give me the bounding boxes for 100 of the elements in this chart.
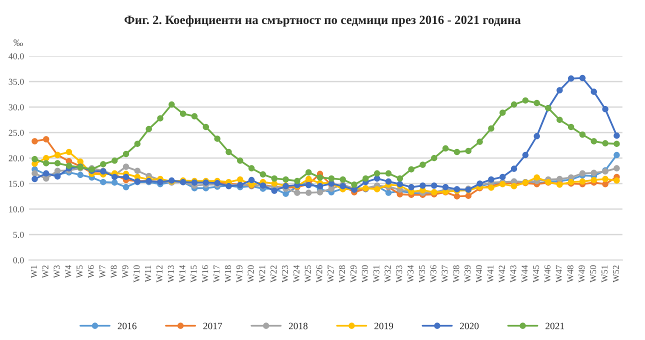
x-tick-label: W30 <box>362 265 368 282</box>
x-tick-label: W14 <box>179 265 186 282</box>
point <box>510 183 518 190</box>
point <box>316 189 324 196</box>
point <box>431 182 438 189</box>
point <box>510 101 518 108</box>
point <box>602 176 608 182</box>
point <box>442 184 449 190</box>
x-tick-label: W7 <box>99 265 106 278</box>
point <box>340 176 346 183</box>
y-tick-label: 5.0 <box>13 232 24 238</box>
point <box>122 150 130 158</box>
x-tick-label: W20 <box>248 265 254 282</box>
point <box>32 138 38 144</box>
point <box>499 174 506 180</box>
point <box>191 113 198 120</box>
y-tick-label: 25.0 <box>8 130 24 136</box>
point <box>408 184 414 190</box>
x-tick-label: W37 <box>442 265 448 282</box>
point <box>420 182 426 189</box>
x-tick-label: W39 <box>464 265 471 282</box>
legend-label: 2020 <box>460 322 479 330</box>
x-tick-label: W49 <box>578 265 585 282</box>
point <box>122 174 130 180</box>
x-tick-label: W48 <box>567 265 574 282</box>
point <box>534 174 540 181</box>
point <box>385 170 392 177</box>
y-tick-label: 40.0 <box>8 53 24 60</box>
x-tick-label: W38 <box>453 265 460 282</box>
x-tick-label: W9 <box>122 265 128 278</box>
point <box>180 110 186 117</box>
point <box>510 166 518 172</box>
x-tick-label: W6 <box>88 265 94 278</box>
point <box>602 140 608 146</box>
x-tick-label: W50 <box>590 265 596 282</box>
point <box>614 152 620 158</box>
point <box>385 190 392 196</box>
point <box>614 140 620 147</box>
point <box>305 176 312 182</box>
point <box>454 148 460 156</box>
point <box>579 74 586 82</box>
point <box>385 178 392 185</box>
point <box>122 164 130 170</box>
y-tick-label: 35.0 <box>8 78 24 85</box>
point <box>54 168 61 174</box>
point <box>374 186 380 192</box>
x-tick-label: W36 <box>430 265 436 282</box>
point <box>442 145 449 152</box>
point <box>32 170 38 177</box>
x-tick-label: W35 <box>418 265 426 282</box>
point <box>294 190 300 196</box>
x-tick-label: W18 <box>224 265 232 282</box>
y-tick-label: 20.0 <box>8 155 24 162</box>
point <box>465 148 472 154</box>
point <box>614 165 620 172</box>
y-tick-label: 0.0 <box>13 257 24 264</box>
legend-label: 2021 <box>546 322 564 330</box>
point <box>122 184 130 190</box>
x-tick-label: W51 <box>602 266 608 282</box>
point <box>214 136 220 142</box>
x-tick-label: W26 <box>316 265 322 282</box>
y-tick-label: 30.0 <box>8 104 24 110</box>
x-tick-label: W25 <box>304 265 311 282</box>
x-tick-label: W4 <box>65 265 72 278</box>
point <box>420 162 426 168</box>
point <box>66 148 72 156</box>
point <box>522 152 529 158</box>
x-tick-label: W29 <box>350 265 357 282</box>
point <box>260 171 266 178</box>
x-tick-label: W52 <box>612 265 620 282</box>
point <box>590 176 598 184</box>
x-tick-label: W45 <box>533 265 540 282</box>
point <box>32 176 38 182</box>
point <box>316 174 324 181</box>
point <box>54 160 61 166</box>
point <box>66 162 72 169</box>
legend-label: 2017 <box>203 322 222 330</box>
point <box>271 175 278 182</box>
x-tick-label: W2 <box>42 265 48 278</box>
point <box>499 110 506 116</box>
point <box>202 124 210 130</box>
point <box>134 140 141 147</box>
point <box>316 183 324 190</box>
point <box>556 87 563 94</box>
x-tick-label: W19 <box>236 265 242 282</box>
point <box>374 170 380 177</box>
point <box>431 154 438 162</box>
x-tick-label: W21 <box>259 266 266 282</box>
x-tick-label: W12 <box>156 265 163 282</box>
point <box>488 125 494 132</box>
point <box>111 158 118 164</box>
point <box>568 75 574 82</box>
point <box>534 100 540 106</box>
point <box>32 156 38 162</box>
point <box>579 178 586 185</box>
point <box>590 88 598 95</box>
point <box>351 181 358 188</box>
point <box>294 178 300 184</box>
point <box>282 176 289 183</box>
point <box>157 115 164 122</box>
